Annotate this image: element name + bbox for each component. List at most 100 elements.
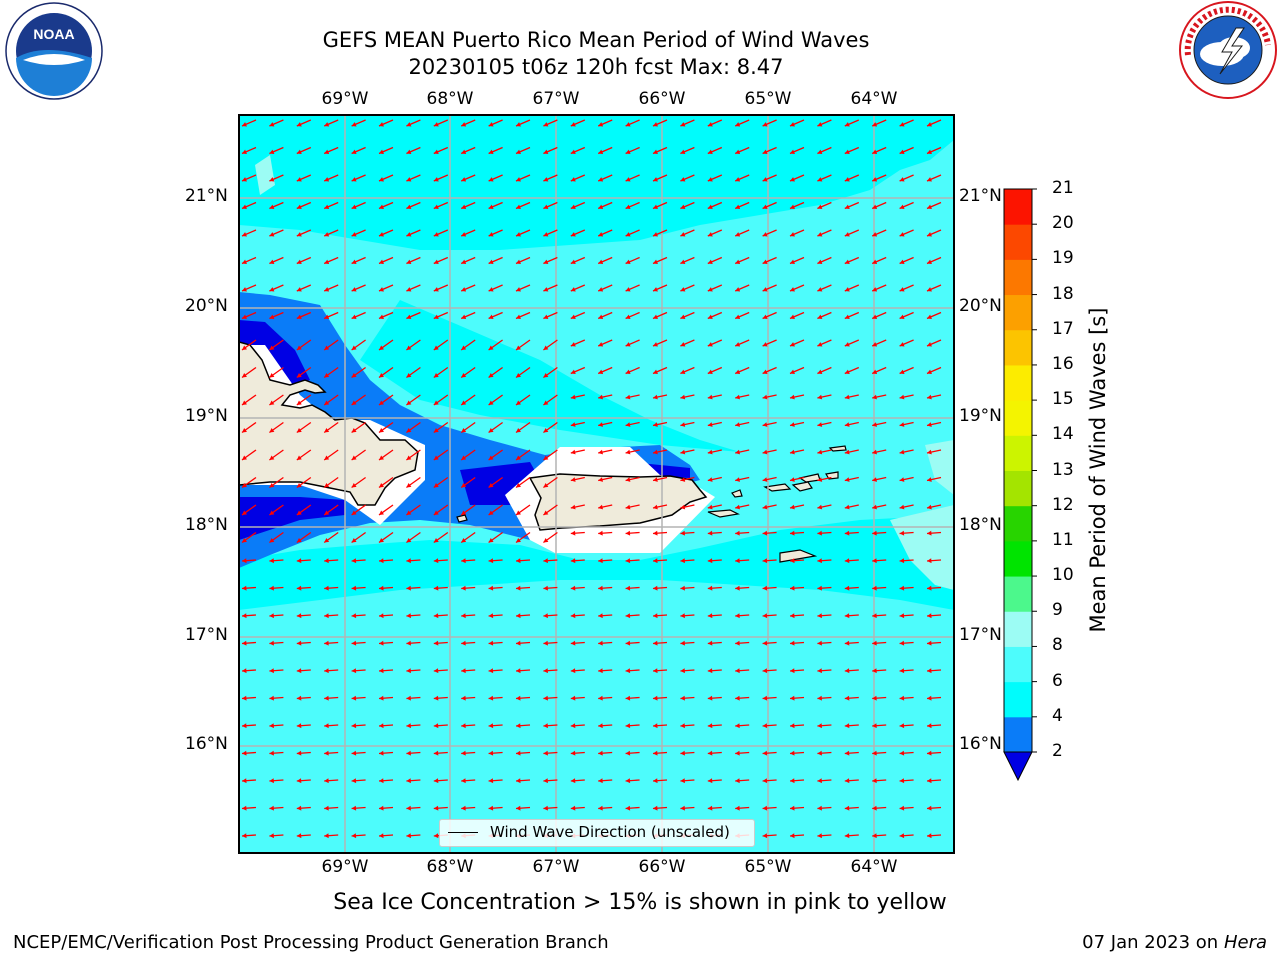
wave-arrow-head [296, 204, 302, 209]
wave-arrow-head [406, 482, 412, 488]
land-virgin-gorda [825, 471, 839, 480]
wave-arrow-head [488, 537, 494, 543]
wave-arrow-head [351, 805, 357, 811]
wave-arrow-head [872, 504, 877, 510]
wave-arrow-head [406, 232, 412, 237]
wave-arrow-head [872, 314, 878, 319]
lat-label-left-19n: 19°N [185, 406, 228, 426]
wave-arrow-head [653, 314, 658, 319]
wave-arrow-head [296, 372, 302, 378]
wave-arrow-head [899, 149, 905, 154]
colorbar-segment [1004, 294, 1032, 331]
wave-arrow-head [927, 504, 932, 510]
wave-arrow-head [351, 482, 357, 488]
wave-arrow-head [543, 287, 549, 292]
footer-date: 07 Jan 2023 on Hera [1082, 932, 1267, 953]
wave-arrow-head [844, 695, 850, 701]
wave-arrow-head [461, 372, 467, 378]
wave-arrow-head [543, 372, 549, 378]
wave-arrow-head [406, 833, 411, 839]
wave-arrow-head [817, 232, 823, 237]
wave-arrow-head [817, 394, 823, 400]
wave-arrow-head [461, 259, 467, 264]
colorbar-tick-label: 10 [1052, 565, 1074, 586]
colorbar-tick-label: 12 [1052, 494, 1074, 515]
wave-arrow-head [844, 287, 850, 292]
grid-lines [239, 115, 954, 853]
deep-west-1 [239, 320, 310, 385]
wave-arrow-head [488, 640, 494, 646]
wave-arrow-head [817, 477, 823, 482]
wave-arrow-head [625, 695, 631, 701]
land-st-john [791, 481, 813, 492]
wave-arrow-head [735, 723, 740, 729]
wave-arrow-head [324, 287, 330, 292]
wave-arrow-head [735, 149, 741, 154]
wave-arrow-head [516, 455, 521, 460]
wave-arrow-head [269, 510, 275, 515]
nws-logo [1179, 1, 1277, 99]
wave-arrow-head [653, 668, 658, 674]
wave-arrow-head [433, 372, 439, 378]
wave-arrow-head [379, 613, 384, 619]
wave-arrow-head [516, 510, 521, 515]
wave-arrow-head [707, 342, 713, 347]
wave-arrow-head [653, 287, 658, 292]
wave-arrow-head [296, 345, 302, 350]
wave-arrow-head [461, 723, 466, 729]
wave-arrow-head [433, 805, 439, 811]
wave-arrow-head [516, 232, 521, 237]
wave-arrow-head [406, 204, 412, 209]
wave-arrow-head [817, 613, 822, 619]
wave-arrow-head [872, 204, 878, 209]
wave-arrow-head [762, 750, 768, 756]
wave-arrow-head [598, 640, 603, 646]
colorbar-tick-label: 8 [1052, 635, 1063, 656]
wave-arrow-head [872, 805, 877, 811]
wave-arrow-head [653, 422, 658, 427]
wave-arrow-head [324, 640, 329, 646]
wave-arrow-head [461, 805, 466, 811]
lat-label-right-19n: 19°N [959, 406, 1002, 426]
wave-arrow-head [735, 805, 740, 811]
deep-west-2 [239, 497, 345, 540]
wave-arrow-head [269, 695, 274, 701]
wave-arrow-head [296, 558, 302, 564]
wave-arrow-head [269, 778, 274, 784]
wave-arrow-head [625, 122, 631, 127]
wave-arrow-head [817, 750, 822, 756]
wave-arrow-head [844, 723, 850, 729]
wave-arrow-head [461, 400, 467, 405]
wave-arrow-head [707, 149, 713, 154]
colorbar-label: Mean Period of Wind Waves [s] [1086, 307, 1110, 633]
wave-arrow-head [735, 778, 740, 784]
wave-arrow-head [269, 122, 275, 127]
wave-arrow-head [406, 585, 411, 591]
wave-arrow-head [625, 723, 631, 729]
colorbar-tick-label: 17 [1052, 318, 1074, 339]
wave-arrow-head [707, 204, 713, 209]
wave-arrow-head [516, 613, 521, 619]
wave-arrow-head [707, 805, 713, 811]
wave-arrow-head [872, 477, 877, 482]
wave-arrow-head [488, 345, 494, 350]
wave-arrow-head [762, 149, 768, 154]
wave-arrow-head [242, 400, 247, 405]
wave-arrow-head [351, 558, 357, 564]
wave-arrow-head [570, 394, 576, 400]
wave-arrow-head [762, 640, 768, 646]
wave-arrow-head [899, 778, 905, 784]
wave-arrow-head [899, 449, 905, 455]
wave-arrow-head [488, 723, 494, 729]
wave-arrow-head [242, 287, 247, 292]
wave-arrow-head [707, 287, 713, 292]
wave-arrow-head [735, 449, 740, 455]
wave-arrow-head [324, 510, 330, 515]
wave-arrow-head [570, 695, 576, 701]
wave-arrow-head [844, 668, 850, 674]
wave-arrow-head [570, 259, 576, 264]
wave-arrow-head [653, 232, 658, 237]
wave-arrow-head [242, 750, 247, 756]
wave-arrow-head [625, 805, 631, 811]
wave-arrow-head [488, 558, 494, 564]
